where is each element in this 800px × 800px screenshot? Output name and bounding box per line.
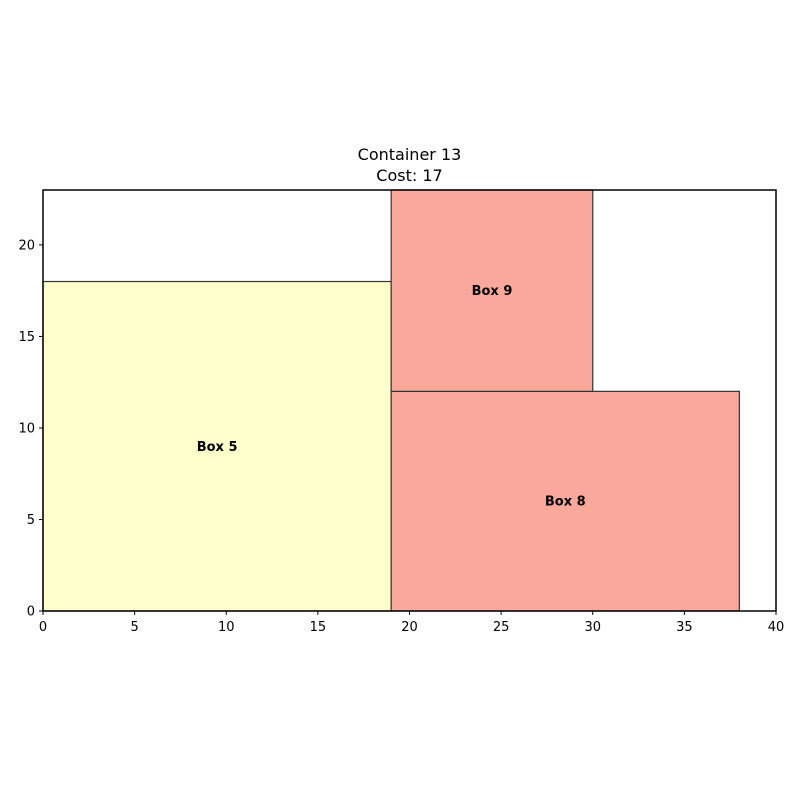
x-tick-label: 5 xyxy=(130,620,138,635)
y-tick-label: 10 xyxy=(18,421,35,436)
x-tick-label: 40 xyxy=(768,620,785,635)
chart-subtitle: Cost: 17 xyxy=(376,166,442,185)
x-tick-label: 25 xyxy=(493,620,510,635)
x-tick-label: 20 xyxy=(401,620,418,635)
boxes-layer xyxy=(42,189,740,612)
y-tick-label: 5 xyxy=(27,513,35,528)
box-label: Box 5 xyxy=(197,440,238,455)
y-tick-label: 15 xyxy=(18,330,35,345)
x-tick-label: 35 xyxy=(676,620,693,635)
y-axis: 0 5 10 15 20 xyxy=(18,238,43,620)
box-label: Box 9 xyxy=(472,284,513,299)
x-tick-label: 30 xyxy=(584,620,601,635)
box-label: Box 8 xyxy=(545,495,586,510)
x-tick-label: 0 xyxy=(39,620,47,635)
y-tick-label: 0 xyxy=(27,605,35,620)
box-labels-layer: Box 5 Box 8 Box 9 xyxy=(197,284,586,510)
x-tick-label: 10 xyxy=(218,620,235,635)
x-tick-label: 15 xyxy=(310,620,327,635)
box-rect xyxy=(390,390,740,612)
x-axis: 0 5 10 15 20 25 30 35 40 xyxy=(39,611,784,635)
box-rect xyxy=(42,280,392,612)
y-tick-label: 20 xyxy=(18,238,35,253)
chart-title: Container 13 xyxy=(358,145,462,164)
